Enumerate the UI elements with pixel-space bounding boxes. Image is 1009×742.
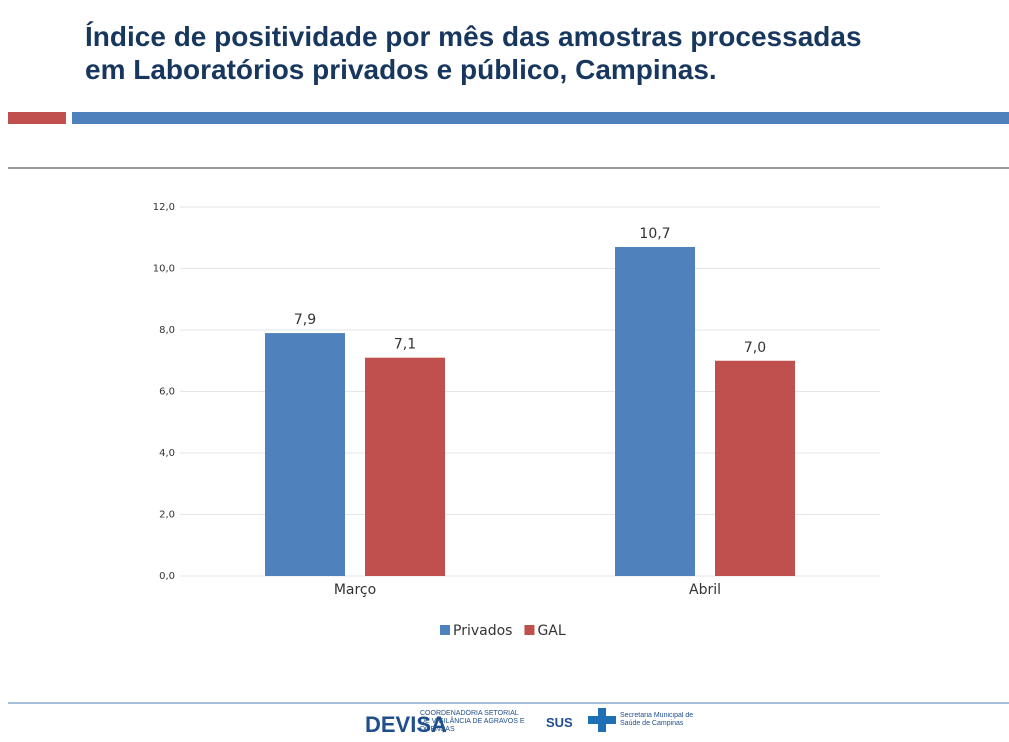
x-tick-label: Abril	[689, 582, 721, 598]
devisa-text: COORDENADORIA SETORIAL DE VIGILÂNCIA DE …	[420, 710, 525, 733]
value-label: 10,7	[639, 226, 670, 242]
y-tick-label: 12,0	[153, 202, 175, 213]
y-tick-label: 8,0	[159, 325, 175, 336]
secretaria-text: Secretaria Municipal de Saúde de Campina…	[620, 712, 694, 727]
legend-label: Privados	[453, 623, 512, 639]
bar	[615, 246, 695, 576]
cross-icon	[598, 708, 606, 732]
bar	[365, 357, 445, 576]
legend-label: GAL	[537, 623, 565, 639]
value-label: 7,1	[394, 337, 416, 353]
accent-red	[8, 112, 66, 124]
value-label: 7,9	[294, 312, 316, 328]
y-tick-label: 10,0	[153, 264, 175, 275]
y-tick-label: 4,0	[159, 448, 175, 459]
accent-blue	[72, 112, 1009, 124]
x-tick-label: Março	[334, 582, 376, 598]
y-tick-label: 0,0	[159, 571, 175, 582]
sus-logo: SUS	[546, 715, 573, 730]
chart-title: Índice de positividade por mês das amost…	[85, 21, 862, 85]
y-tick-label: 6,0	[159, 387, 175, 398]
y-tick-label: 2,0	[159, 510, 175, 521]
devisa-logo: DEVISA	[365, 712, 447, 737]
bar	[265, 333, 345, 576]
legend-swatch	[440, 625, 450, 635]
value-label: 7,0	[744, 340, 766, 356]
legend-swatch	[524, 625, 535, 635]
bar	[715, 360, 795, 576]
